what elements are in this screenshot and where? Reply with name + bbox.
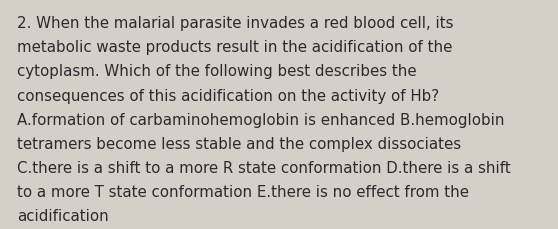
Text: metabolic waste products result in the acidification of the: metabolic waste products result in the a… [17, 40, 452, 55]
Text: to a more T state conformation E.there is no effect from the: to a more T state conformation E.there i… [17, 184, 469, 199]
Text: consequences of this acidification on the activity of Hb?: consequences of this acidification on th… [17, 88, 439, 103]
Text: A.formation of carbaminohemoglobin is enhanced B.hemoglobin: A.formation of carbaminohemoglobin is en… [17, 112, 504, 127]
Text: C.there is a shift to a more R state conformation D.there is a shift: C.there is a shift to a more R state con… [17, 160, 511, 175]
Text: cytoplasm. Which of the following best describes the: cytoplasm. Which of the following best d… [17, 64, 416, 79]
Text: acidification: acidification [17, 208, 108, 223]
Text: 2. When the malarial parasite invades a red blood cell, its: 2. When the malarial parasite invades a … [17, 16, 453, 31]
Text: tetramers become less stable and the complex dissociates: tetramers become less stable and the com… [17, 136, 461, 151]
